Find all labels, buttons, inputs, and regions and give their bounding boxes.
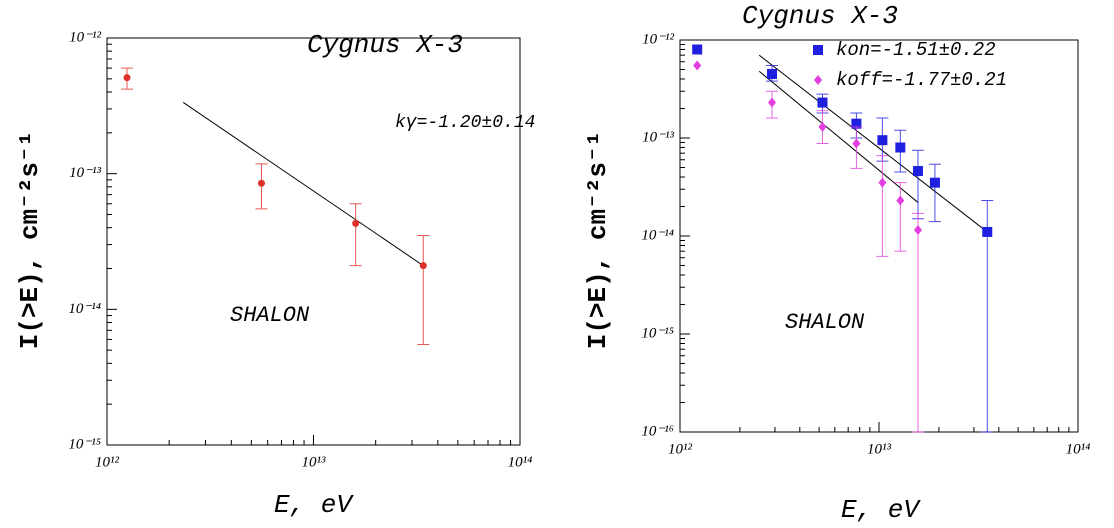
y-tick-label: 10⁻¹⁶ — [641, 423, 674, 439]
x-tick-label: 10¹⁴ — [508, 454, 533, 470]
error-bar — [417, 235, 430, 346]
point — [767, 68, 778, 79]
legend-label: kon=-1.51±0.22 — [836, 39, 996, 61]
x-tick-label: 10¹³ — [867, 441, 891, 457]
x-axis-label: E, eV — [274, 490, 354, 520]
point — [258, 179, 266, 187]
error-bar — [911, 149, 924, 220]
point — [877, 135, 888, 146]
legend-label: koff=-1.77±0.21 — [836, 69, 1007, 91]
point — [896, 195, 905, 206]
error-bar — [981, 200, 994, 433]
point — [852, 138, 861, 149]
x-tick-label: 10¹² — [95, 454, 119, 470]
point — [768, 97, 777, 108]
point — [693, 60, 702, 71]
y-tick-label: 10⁻¹² — [69, 29, 101, 45]
point — [352, 219, 360, 227]
fit-line — [758, 54, 988, 233]
y-tick-label: 10⁻¹³ — [69, 165, 101, 181]
point — [818, 121, 827, 132]
x-tick-label: 10¹³ — [302, 454, 326, 470]
point — [123, 74, 131, 82]
point — [878, 177, 887, 188]
plot-frame — [679, 39, 1079, 433]
y-tick-label: 10⁻¹⁵ — [641, 325, 674, 341]
y-axis-label: I(>E), cm⁻²s⁻¹ — [15, 131, 45, 350]
point — [851, 118, 862, 129]
chart-title: Cygnus X-3 — [307, 30, 463, 60]
point — [913, 225, 922, 236]
point — [895, 142, 906, 153]
error-bar — [911, 212, 924, 433]
error-bar — [894, 182, 907, 252]
y-tick-label: 10⁻¹³ — [642, 129, 674, 145]
chart-title: Cygnus X-3 — [742, 1, 898, 31]
point — [912, 166, 923, 177]
error-bar — [928, 163, 941, 223]
x-tick-label: 10¹⁴ — [1066, 441, 1091, 457]
error-bar — [349, 203, 362, 267]
y-tick-label: 10⁻¹² — [642, 31, 674, 47]
annotation: SHALON — [785, 310, 865, 335]
y-axis-label: I(>E), cm⁻²s⁻¹ — [583, 131, 613, 350]
point — [419, 262, 427, 270]
point — [692, 44, 703, 55]
point — [817, 97, 828, 108]
point — [929, 177, 940, 188]
y-tick-label: 10⁻¹⁴ — [68, 301, 101, 317]
point — [982, 226, 993, 237]
x-axis-label: E, eV — [841, 495, 921, 525]
annotation: kγ=-1.20±0.14 — [395, 113, 535, 133]
annotation: SHALON — [230, 303, 310, 328]
fit-line — [182, 102, 424, 267]
legend-marker — [813, 45, 823, 55]
y-tick-label: 10⁻¹⁵ — [68, 436, 101, 452]
legend-marker — [814, 75, 822, 85]
fit-line — [758, 70, 919, 203]
plot-frame — [106, 37, 521, 446]
x-tick-label: 10¹² — [668, 441, 692, 457]
y-tick-label: 10⁻¹⁴ — [641, 227, 674, 243]
error-bar — [876, 155, 889, 257]
